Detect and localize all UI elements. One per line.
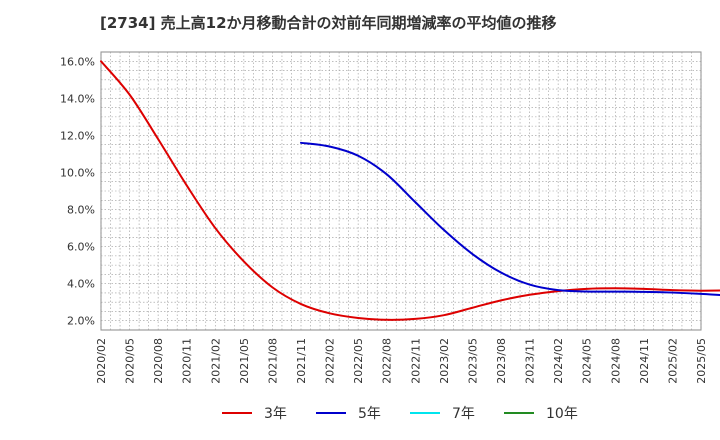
- x-tick-label: 2021/08: [266, 338, 279, 384]
- series-layer: [100, 60, 720, 321]
- x-tick-label: 2022/05: [352, 338, 365, 384]
- legend-label-10年: 10年: [546, 406, 578, 422]
- x-tick-label: 2025/05: [695, 338, 708, 384]
- legend-label-5年: 5年: [358, 406, 381, 422]
- x-tick-label: 2023/08: [495, 338, 508, 384]
- y-tick-label: 6.0%: [67, 241, 95, 254]
- x-tick-label: 2020/05: [124, 338, 137, 384]
- y-tick-label: 2.0%: [67, 315, 95, 328]
- series-line-5年: [300, 141, 720, 297]
- x-tick-label: 2024/02: [552, 338, 565, 384]
- grid-layer: [100, 51, 702, 331]
- x-tick-label: 2022/08: [381, 338, 394, 384]
- y-tick-label: 12.0%: [60, 129, 95, 142]
- x-tick-label: 2023/02: [438, 338, 451, 384]
- x-tick-label: 2025/02: [666, 338, 679, 384]
- series-line-3年: [100, 60, 720, 321]
- x-tick-label: 2022/11: [409, 338, 422, 384]
- x-tick-label: 2020/02: [95, 338, 108, 384]
- x-tick-label: 2023/05: [466, 338, 479, 384]
- x-tick-label: 2020/11: [181, 338, 194, 384]
- y-tick-label: 14.0%: [60, 92, 95, 105]
- legend-layer: 3年 5年 7年 10年: [222, 406, 578, 422]
- y-tick-label: 16.0%: [60, 55, 95, 68]
- y-tick-label: 8.0%: [67, 204, 95, 217]
- chart-title: [2734] 売上高12か月移動合計の対前年同期増減率の平均値の推移: [100, 14, 557, 32]
- x-tick-label: 2023/11: [524, 338, 537, 384]
- y-tick-label: 10.0%: [60, 166, 95, 179]
- x-tick-label: 2024/05: [581, 338, 594, 384]
- x-tick-label: 2022/02: [324, 338, 337, 384]
- x-tick-label: 2021/11: [295, 338, 308, 384]
- legend-label-3年: 3年: [264, 406, 287, 422]
- x-tick-label: 2020/08: [152, 338, 165, 384]
- x-tick-label: 2024/11: [638, 338, 651, 384]
- x-tick-label: 2024/08: [609, 338, 622, 384]
- legend-label-7年: 7年: [452, 406, 475, 422]
- x-tick-label: 2021/05: [238, 338, 251, 384]
- y-tick-label: 4.0%: [67, 278, 95, 291]
- axes-layer: 2.0% 4.0% 6.0% 8.0% 10.0% 12.0% 14.0% 16.0% 2020…: [60, 55, 708, 383]
- x-tick-label: 2021/02: [209, 338, 222, 384]
